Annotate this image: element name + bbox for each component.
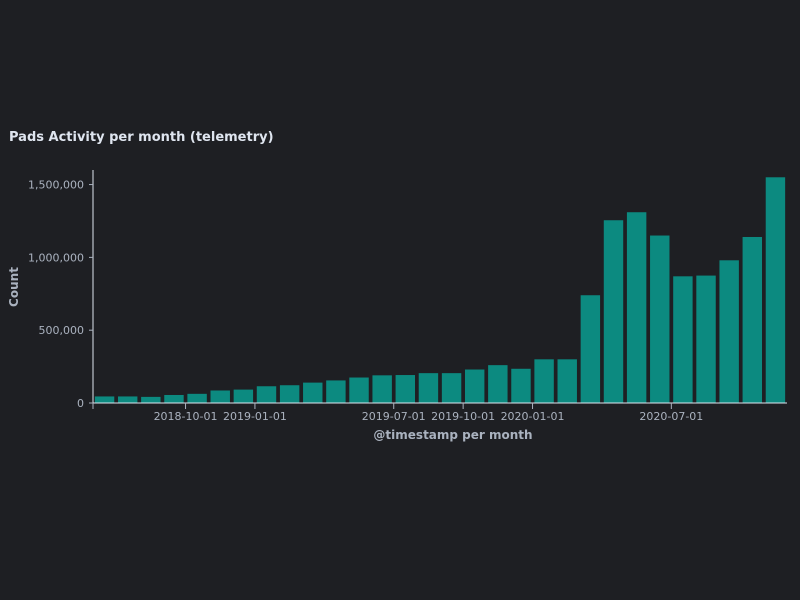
bar-2019-04[interactable]: [326, 380, 346, 403]
bar-2020-07[interactable]: [673, 276, 693, 403]
x-tick-label: 2020-07-01: [639, 410, 703, 423]
bar-2020-05[interactable]: [626, 212, 647, 403]
bar-2020-10[interactable]: [742, 236, 763, 403]
y-tick-label: 500,000: [39, 324, 85, 337]
bar-2018-06[interactable]: [94, 396, 115, 403]
bar-2019-11[interactable]: [488, 365, 508, 403]
bar-2020-11[interactable]: [765, 177, 786, 403]
bar-2019-08[interactable]: [418, 373, 439, 403]
bar-2019-10[interactable]: [464, 369, 485, 403]
bars-group: [94, 177, 786, 403]
bar-2020-03[interactable]: [580, 295, 601, 403]
y-tick-label: 1,000,000: [28, 251, 84, 264]
chart-title: Pads Activity per month (telemetry): [9, 130, 274, 145]
x-axis-label: @timestamp per month: [373, 428, 533, 442]
bar-2019-07[interactable]: [395, 375, 416, 403]
bar-2018-10[interactable]: [187, 393, 207, 403]
bar-2020-04[interactable]: [603, 220, 624, 403]
bar-2020-02[interactable]: [557, 359, 577, 403]
x-tick-label: 2018-10-01: [154, 410, 218, 423]
bar-2020-01[interactable]: [534, 359, 554, 403]
x-axis: 2018-10-01 2019-01-01 2019-07-01 2019-10-01…: [92, 402, 787, 423]
bar-2019-03[interactable]: [303, 382, 323, 403]
bar-2019-06[interactable]: [372, 375, 392, 403]
bar-2019-02[interactable]: [279, 385, 300, 403]
x-tick-label: 2019-10-01: [431, 410, 495, 423]
bar-2019-12[interactable]: [511, 368, 531, 403]
bar-2018-07[interactable]: [117, 396, 138, 403]
y-axis: 0 500,000 1,000,000 1,500,000: [28, 170, 94, 410]
x-tick-label: 2020-01-01: [501, 410, 565, 423]
bar-2018-09[interactable]: [164, 394, 184, 403]
y-tick-label: 0: [77, 397, 84, 410]
bar-2019-01[interactable]: [256, 386, 277, 403]
bar-2019-09[interactable]: [441, 373, 462, 403]
bar-2020-08[interactable]: [696, 275, 716, 403]
bar-2020-09[interactable]: [719, 260, 739, 403]
x-tick-label: 2019-01-01: [223, 410, 287, 423]
bar-2019-05[interactable]: [349, 377, 369, 403]
bar-2018-08[interactable]: [141, 396, 161, 403]
bar-2018-12[interactable]: [233, 389, 254, 403]
y-tick-label: 1,500,000: [28, 179, 84, 192]
bar-2018-11[interactable]: [210, 390, 230, 403]
bar-2020-06[interactable]: [650, 235, 670, 403]
x-tick-label: 2019-07-01: [362, 410, 426, 423]
